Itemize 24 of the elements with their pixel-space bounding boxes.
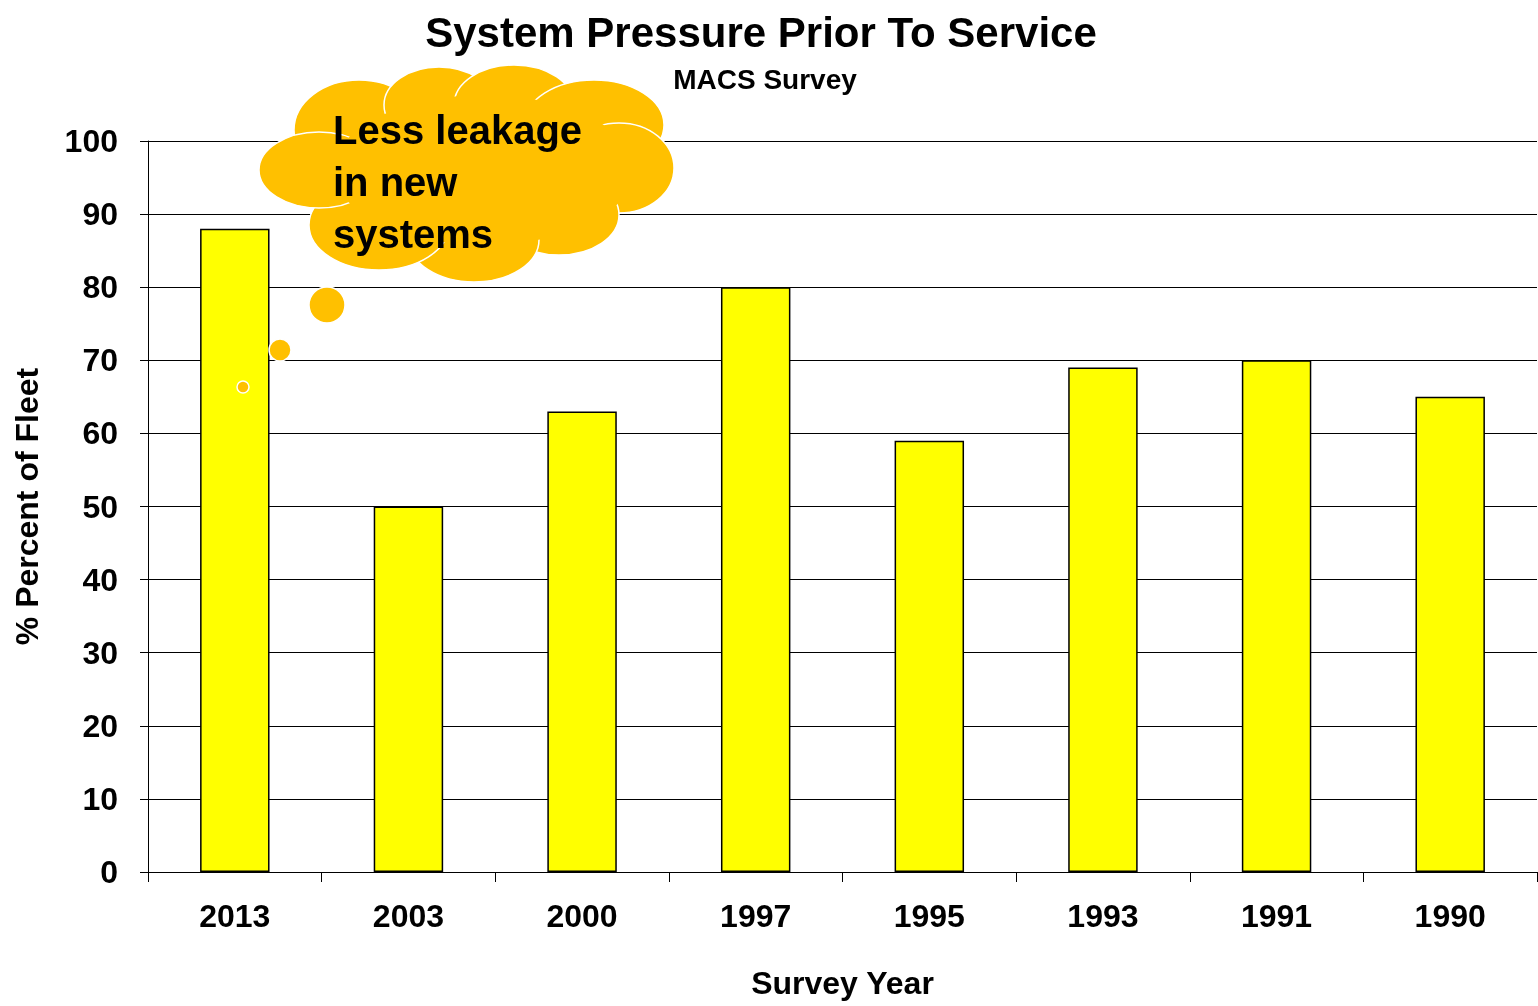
y-axis-title: % Percent of Fleet bbox=[9, 367, 45, 646]
x-tick-label: 2013 bbox=[199, 898, 271, 934]
x-axis-title: Survey Year bbox=[751, 965, 934, 1001]
y-tick-label: 30 bbox=[82, 634, 118, 671]
y-tick-label: 10 bbox=[82, 780, 118, 817]
x-tick-label: 1993 bbox=[1067, 898, 1139, 934]
chart-title: System Pressure Prior To Service bbox=[425, 8, 1097, 56]
x-tick-label: 1995 bbox=[893, 898, 965, 934]
y-tick-label: 90 bbox=[82, 196, 118, 233]
x-tick-label: 1997 bbox=[720, 898, 792, 934]
y-tick-label: 50 bbox=[82, 488, 118, 525]
y-tick-label: 70 bbox=[82, 342, 118, 379]
y-tick-label: 80 bbox=[82, 269, 118, 306]
y-tick-label: 40 bbox=[82, 561, 118, 598]
y-tick-label: 60 bbox=[82, 415, 118, 452]
annotation: Less leakage in new systems bbox=[333, 107, 584, 258]
x-tick-label: 2000 bbox=[546, 898, 618, 934]
y-tick-label: 100 bbox=[64, 123, 118, 159]
x-tick-label: 1991 bbox=[1240, 898, 1313, 934]
y-tick-label: 0 bbox=[100, 854, 118, 890]
x-tick-label: 2003 bbox=[372, 898, 445, 934]
chart-subtitle: MACS Survey bbox=[673, 63, 858, 95]
y-tick-label: 20 bbox=[82, 707, 118, 744]
x-tick-label: 1990 bbox=[1414, 898, 1486, 934]
